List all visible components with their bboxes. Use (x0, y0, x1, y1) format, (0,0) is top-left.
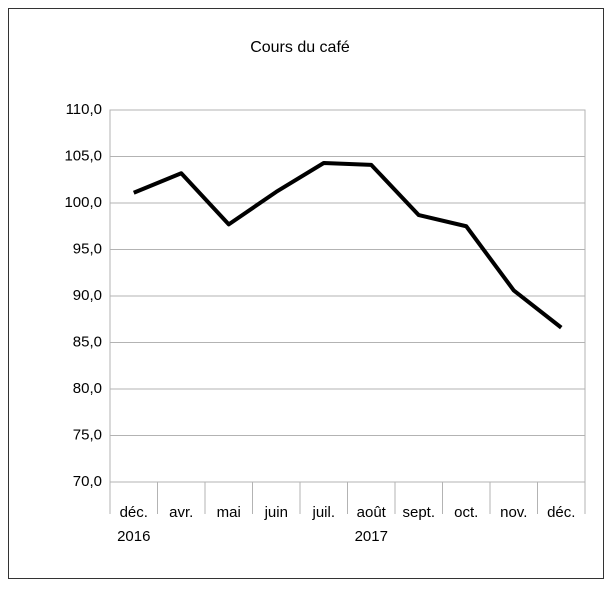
y-tick-label: 95,0 (73, 240, 102, 257)
y-tick-label: 90,0 (73, 287, 102, 304)
x-tick-label: avr. (169, 504, 193, 521)
chart-frame (8, 8, 604, 579)
y-tick-label: 85,0 (73, 333, 102, 350)
chart-title: Cours du café (250, 39, 350, 56)
y-tick-label: 70,0 (73, 473, 102, 490)
y-tick-label: 75,0 (73, 426, 102, 443)
x-tick-label: août (357, 504, 387, 521)
x-tick-label: juil. (311, 504, 335, 521)
x-tick-label: sept. (402, 504, 435, 521)
x-tick-label: juin (264, 504, 288, 521)
y-tick-label: 105,0 (64, 147, 102, 164)
x-tick-label: mai (217, 504, 241, 521)
x-tick-label: oct. (454, 504, 478, 521)
y-tick-label: 110,0 (66, 101, 102, 118)
x-group-label: 2017 (355, 528, 388, 545)
y-tick-label: 100,0 (64, 194, 102, 211)
x-tick-label: déc. (120, 504, 148, 521)
x-group-label: 2016 (117, 528, 150, 545)
data-line (132, 161, 563, 330)
y-tick-label: 80,0 (73, 380, 102, 397)
x-tick-label: déc. (547, 504, 575, 521)
x-tick-label: nov. (500, 504, 527, 521)
